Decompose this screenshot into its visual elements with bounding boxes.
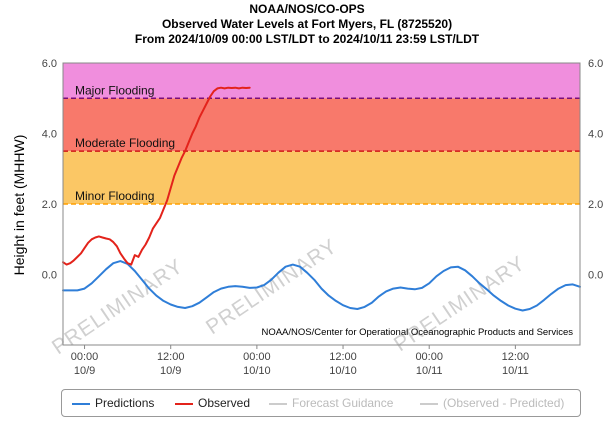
y-axis-ticks: 6.0 6.0 4.0 4.0 2.0 2.0 0.0 0.0 [42,58,604,282]
x-tick-date: 10/9 [160,365,181,377]
legend-label-observed: Observed [198,396,251,410]
series-line-predictions [62,260,581,312]
plot-frame [62,62,581,346]
chart-date-range: From 2024/10/09 00:00 LST/LDT to 2024/10… [134,32,480,46]
band-label-moderate-flooding: Moderate Flooding [75,136,175,150]
x-tick-time: 00:00 [415,351,443,363]
x-tick-time: 00:00 [71,351,99,363]
chart-title: Observed Water Levels at Fort Myers, FL … [161,17,453,31]
legend-label-predictions: Predictions [95,396,155,410]
y-tick-right: 6.0 [588,58,603,70]
legend: Predictions Observed Forecast Guidance (… [61,389,581,417]
y-tick-right: 4.0 [588,129,603,141]
x-tick-time: 12:00 [157,351,185,363]
y-axis-label: Height in feet (MHHW) [11,135,27,276]
series-lines [62,86,581,312]
flood-bands: Major Flooding Moderate Flooding Minor Flo… [63,63,580,205]
legend-swatch-predictions [72,402,90,405]
watermark-1: PRELIMINARY [48,255,188,360]
legend-item-forecast-guidance[interactable]: Forecast Guidance [269,395,393,411]
x-tick-time: 12:00 [329,351,357,363]
legend-swatch-forecast-guidance [269,402,287,405]
legend-label-forecast-guidance: Forecast Guidance [292,396,394,410]
band-label-minor-flooding: Minor Flooding [75,189,154,203]
legend-item-predictions[interactable]: Predictions [72,395,154,411]
x-tick-date: 10/9 [74,365,95,377]
y-tick-left: 2.0 [42,199,57,211]
band-moderate-flooding [63,98,580,152]
legend-label-observed-minus-predicted: (Observed - Predicted) [443,396,565,410]
chart-agency: NOAA/NOS/CO-OPS [249,2,365,16]
y-tick-right: 0.0 [588,270,603,282]
x-tick-date: 10/10 [243,365,271,377]
credit-text: NOAA/NOS/Center for Operational Oceanogr… [261,327,573,338]
x-tick-date: 10/11 [502,365,529,377]
legend-swatch-observed [175,402,193,405]
legend-swatch-observed-minus-predicted [420,402,438,405]
x-tick-date: 10/11 [416,365,443,377]
y-tick-left: 0.0 [42,270,57,282]
legend-item-observed[interactable]: Observed [175,395,250,411]
y-tick-left: 6.0 [42,58,57,70]
chart-title-block: NOAA/NOS/CO-OPS Observed Water Levels at… [0,2,614,47]
band-label-major-flooding: Major Flooding [75,83,154,97]
legend-item-observed-minus-predicted[interactable]: (Observed - Predicted) [420,395,564,411]
series-line-observed [62,86,251,266]
band-major-flooding [63,63,580,99]
y-tick-left: 4.0 [42,129,57,141]
y-tick-right: 2.0 [588,199,603,211]
x-axis-ticks: 00:00 10/9 12:00 10/9 00:00 10/10 12:00 10/10 00… [71,345,529,377]
x-tick-time: 12:00 [502,351,530,363]
x-tick-time: 00:00 [243,351,271,363]
band-minor-flooding [63,151,580,204]
x-tick-date: 10/10 [329,365,357,377]
